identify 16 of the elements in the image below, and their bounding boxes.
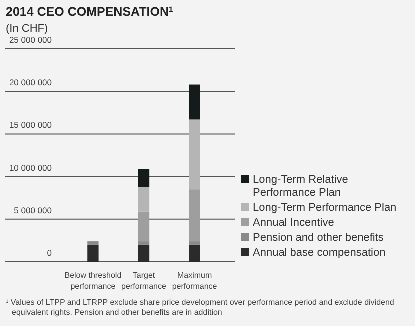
legend-label: Long-Term Performance Plan bbox=[253, 202, 397, 214]
y-tick-label: 10 000 000 bbox=[9, 162, 52, 173]
legend-label: Long-Term Relative Performance Plan bbox=[253, 174, 348, 199]
x-tick-label: Target performance bbox=[122, 271, 167, 291]
y-tick-label: 25 000 000 bbox=[9, 35, 52, 45]
chart-title: 2014 CEO COMPENSATION$^{1}$ bbox=[6, 4, 174, 19]
y-tick-label: 5 000 000 bbox=[14, 205, 52, 216]
legend-label: Annual base compensation bbox=[253, 247, 386, 259]
legend-label: Annual Incentive bbox=[253, 217, 334, 229]
x-tick-label: Below threshold performance bbox=[64, 271, 122, 291]
y-tick-label: 0 bbox=[47, 248, 52, 258]
x-tick-label: Maximum performance bbox=[172, 271, 218, 291]
chart-subtitle: (In CHF) bbox=[6, 23, 48, 35]
y-tick-label: 20 000 000 bbox=[9, 78, 52, 88]
y-tick-label: 15 000 000 bbox=[9, 120, 52, 130]
legend-label: Pension and other benefits bbox=[253, 232, 384, 244]
